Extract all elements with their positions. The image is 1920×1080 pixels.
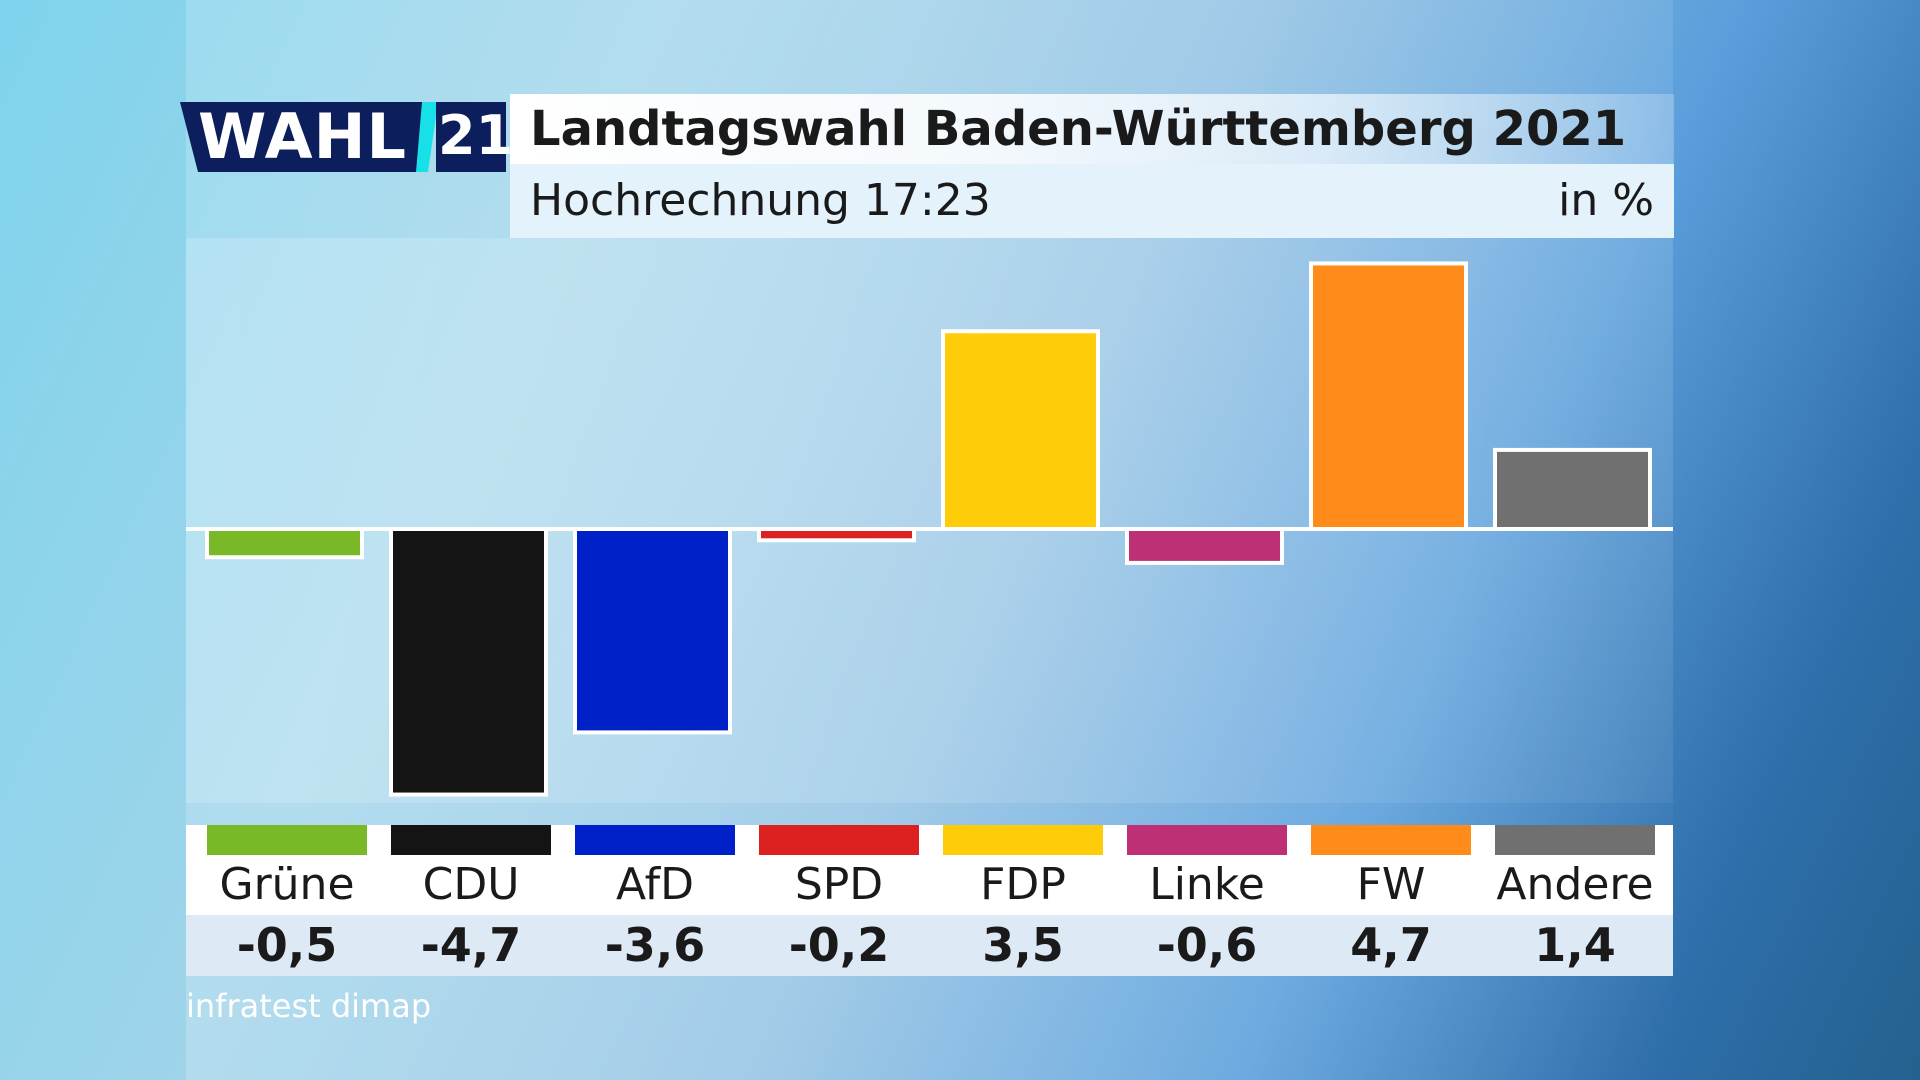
bar-cdu [389, 527, 548, 797]
bar-fdp [941, 329, 1100, 531]
value-label: 4,7 [1350, 918, 1432, 972]
party-name: SPD [794, 859, 884, 910]
legend-swatch [575, 825, 735, 855]
legend-swatch [391, 825, 551, 855]
value-label: 1,4 [1534, 918, 1616, 972]
value-label: -0,5 [236, 918, 338, 972]
bar-fw [1309, 261, 1468, 531]
wahl21-logo: WAHL 21 [180, 100, 514, 173]
legend-cell-andere: Andere 1,4 [1495, 825, 1655, 976]
legend-cell-cdu: CDU -4,7 [391, 825, 551, 976]
legend-cell-fw: FW 4,7 [1311, 825, 1471, 976]
party-name: FW [1356, 859, 1426, 910]
chart-subtitle: Hochrechnung 17:23 [530, 175, 991, 226]
legend-swatch [759, 825, 919, 855]
party-name: Linke [1149, 859, 1265, 910]
subtitle-bar: Hochrechnung 17:23 in % [510, 164, 1674, 238]
value-label: -0,2 [788, 918, 890, 972]
party-name: Grüne [219, 859, 355, 910]
legend-values-row [186, 915, 1673, 976]
value-label: 3,5 [982, 918, 1064, 972]
title-bar: Landtagswahl Baden-Württemberg 2021 [510, 94, 1674, 164]
legend-swatch [1495, 825, 1655, 855]
value-label: -4,7 [420, 918, 522, 972]
chart-title: Landtagswahl Baden-Württemberg 2021 [530, 101, 1627, 157]
logo-word: WAHL [198, 100, 407, 173]
bar-linke [1125, 527, 1284, 565]
bar-chart [186, 261, 1673, 797]
bar-grüne [205, 527, 364, 560]
party-legend: Grüne -0,5 CDU -4,7 AfD -3,6 SPD -0,2 FDP 3,5 Link… [186, 825, 1673, 976]
legend-swatch [1127, 825, 1287, 855]
legend-cell-grüne: Grüne -0,5 [207, 825, 367, 976]
legend-cell-linke: Linke -0,6 [1127, 825, 1287, 976]
legend-cell-fdp: FDP 3,5 [943, 825, 1103, 976]
logo-shape [180, 102, 506, 172]
value-label: -0,6 [1156, 918, 1258, 972]
plot-area [186, 238, 1673, 803]
unit-label: in % [1558, 175, 1654, 226]
legend-swatch [1311, 825, 1471, 855]
legend-swatch [207, 825, 367, 855]
party-name: FDP [980, 859, 1066, 910]
legend-cell-spd: SPD -0,2 [759, 825, 919, 976]
bar-afd [573, 527, 732, 735]
value-label: -3,6 [604, 918, 706, 972]
bar-andere [1493, 447, 1652, 531]
legend-cell-afd: AfD -3,6 [575, 825, 735, 976]
legend-swatch [943, 825, 1103, 855]
party-name: Andere [1496, 859, 1654, 910]
party-name: CDU [422, 859, 520, 910]
logo-number: 21 [438, 104, 514, 167]
source-label: infratest dimap [186, 987, 432, 1025]
party-name: AfD [616, 859, 694, 910]
